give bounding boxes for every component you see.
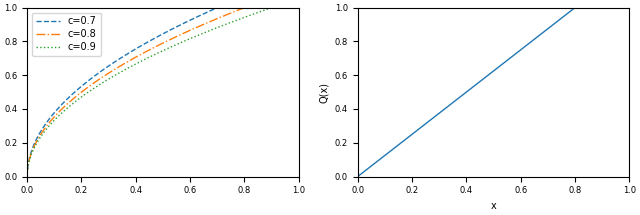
c=0.9 <box>23 175 31 178</box>
c=0.9 <box>268 6 275 9</box>
c=0.9 <box>295 6 303 9</box>
c=0.9 <box>156 51 163 54</box>
c=0.8 <box>148 47 156 50</box>
c=0.7 <box>295 6 303 9</box>
c=0.7 <box>37 130 45 132</box>
c=0.8 <box>241 6 248 9</box>
c=0.7 <box>23 175 31 178</box>
Line: c=0.8: c=0.8 <box>27 8 299 177</box>
X-axis label: x: x <box>491 201 497 211</box>
c=0.9 <box>287 6 295 9</box>
c=0.7 <box>214 6 221 9</box>
Y-axis label: Q(x): Q(x) <box>319 82 329 103</box>
c=0.9 <box>287 6 294 9</box>
Legend: c=0.7, c=0.8, c=0.9: c=0.7, c=0.8, c=0.9 <box>32 12 100 56</box>
c=0.8 <box>287 6 294 9</box>
c=0.7 <box>156 34 163 37</box>
c=0.7 <box>287 6 295 9</box>
c=0.9 <box>148 55 156 57</box>
c=0.8 <box>37 133 45 135</box>
c=0.7 <box>287 6 294 9</box>
c=0.9 <box>237 17 245 20</box>
c=0.8 <box>23 175 31 178</box>
c=0.8 <box>287 6 295 9</box>
c=0.7 <box>148 38 156 41</box>
Line: c=0.9: c=0.9 <box>27 8 299 177</box>
c=0.9 <box>37 135 45 138</box>
c=0.8 <box>237 8 245 10</box>
c=0.8 <box>156 44 163 46</box>
Line: c=0.7: c=0.7 <box>27 8 299 177</box>
c=0.7 <box>237 6 245 9</box>
c=0.8 <box>295 6 303 9</box>
